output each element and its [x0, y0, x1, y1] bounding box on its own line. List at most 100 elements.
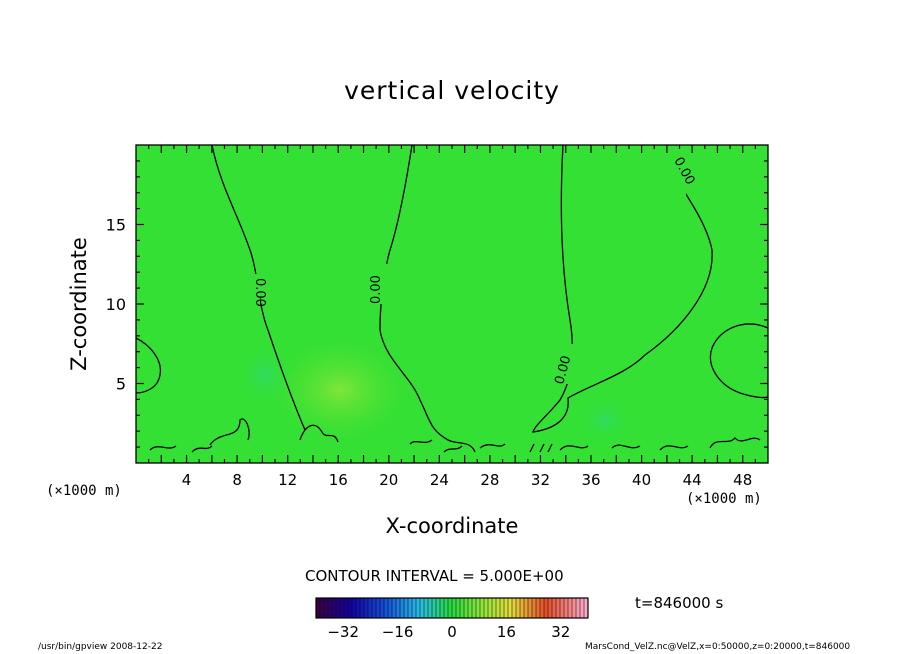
- contour-label-group: 0.00 0.00 0.00 0.00: [246, 155, 697, 386]
- colorbar-cell: [364, 598, 369, 618]
- x-tick-label: 24: [430, 471, 449, 489]
- contour-label: 0.00: [552, 354, 574, 386]
- cool-anomaly: [575, 395, 635, 445]
- colorbar-cell: [336, 598, 341, 618]
- colorbar-cell: [584, 598, 589, 618]
- x-tick-label: 20: [379, 471, 398, 489]
- colorbar-tick-label: −32: [327, 623, 359, 641]
- colorbar-tick-label: −16: [382, 623, 414, 641]
- colorbar-cell: [500, 598, 505, 618]
- warm-anomaly: [260, 330, 420, 450]
- colorbar-cell: [376, 598, 381, 618]
- colorbar-cell: [416, 598, 421, 618]
- colorbar-cell: [348, 598, 353, 618]
- colorbar-cell: [372, 598, 377, 618]
- colorbar-cell: [424, 598, 429, 618]
- colorbar-cell: [412, 598, 417, 618]
- colorbar-cell: [524, 598, 529, 618]
- colorbar-cell: [540, 598, 545, 618]
- colorbar-cell: [380, 598, 385, 618]
- colorbar-cell: [484, 598, 489, 618]
- y-tick-label: 10: [106, 295, 126, 314]
- x-tick-label: 48: [733, 471, 752, 489]
- colorbar-cell: [340, 598, 345, 618]
- colorbar-tick-label: 0: [447, 623, 457, 641]
- colorbar-cell: [576, 598, 581, 618]
- colorbar-cell: [556, 598, 561, 618]
- colorbar-cell: [408, 598, 413, 618]
- contour-label: 0.00: [369, 275, 384, 304]
- colorbar-cell: [460, 598, 465, 618]
- footer-left: /usr/bin/gpview 2008-12-22: [38, 642, 163, 652]
- colorbar-cell: [552, 598, 557, 618]
- colorbar-tick-label: 16: [497, 623, 516, 641]
- colorbar-tick-labels: −32 −16 0 16 32: [327, 623, 570, 641]
- colorbar-cell: [320, 598, 325, 618]
- x-axis-label-text: X-coordinate: [385, 514, 519, 538]
- colorbar-cell: [464, 598, 469, 618]
- x-unit-label-left: (×1000 m): [46, 483, 122, 499]
- colorbar-cell: [468, 598, 473, 618]
- colorbar-cell: [356, 598, 361, 618]
- x-tick-label: 40: [632, 471, 651, 489]
- colorbar-cell: [548, 598, 553, 618]
- colorbar-cell: [344, 598, 349, 618]
- contour-line: [709, 323, 769, 399]
- colorbar-cell: [496, 598, 501, 618]
- cool-anomaly: [235, 340, 295, 410]
- x-tick-label: 16: [329, 471, 348, 489]
- colorbar-cell: [404, 598, 409, 618]
- colorbar-cell: [532, 598, 537, 618]
- colorbar-cell: [580, 598, 585, 618]
- footer-right: MarsCond_VelZ.nc@VelZ,x=0:50000,z=0:2000…: [585, 642, 851, 652]
- contour-line: [135, 337, 162, 394]
- y-tick-label: 15: [106, 216, 126, 235]
- contour-label: 0.00: [252, 278, 267, 307]
- colorbar-cell: [316, 598, 321, 618]
- colorbar-cell: [448, 598, 453, 618]
- time-label: t=846000 s: [635, 594, 724, 612]
- colorbar-cell: [544, 598, 549, 618]
- x-tick-label: 36: [581, 471, 600, 489]
- colorbar-cell: [444, 598, 449, 618]
- colorbar-cell: [328, 598, 333, 618]
- colorbar-cell: [324, 598, 329, 618]
- colorbar-cell: [432, 598, 437, 618]
- colorbar-cell: [476, 598, 481, 618]
- contour-line: [149, 418, 761, 453]
- colorbar-cell: [508, 598, 513, 618]
- colorbar-cell: [428, 598, 433, 618]
- colorbar-cell: [396, 598, 401, 618]
- contour-lines: [135, 144, 769, 453]
- x-tick-label: 4: [182, 471, 192, 489]
- contour-line: [379, 144, 476, 453]
- colorbar-cell: [528, 598, 533, 618]
- colorbar-cell: [352, 598, 357, 618]
- x-unit-label-right: (×1000 m): [686, 491, 762, 507]
- x-tick-label: 8: [232, 471, 242, 489]
- axis-ticks: [136, 145, 768, 463]
- colorbar-cell: [516, 598, 521, 618]
- colorbar-cell: [512, 598, 517, 618]
- colorbar-tick-label: 32: [551, 623, 570, 641]
- colorbar-cell: [472, 598, 477, 618]
- colorbar-cell: [536, 598, 541, 618]
- x-tick-label: 28: [480, 471, 499, 489]
- x-tick-label: 44: [683, 471, 702, 489]
- x-tick-label: 12: [278, 471, 297, 489]
- colorbar-cell: [564, 598, 569, 618]
- contour-line: [532, 144, 713, 433]
- colorbar-cell: [400, 598, 405, 618]
- plot-field: [136, 145, 768, 463]
- y-tick-label: 5: [116, 375, 126, 394]
- x-tick-label: 32: [531, 471, 550, 489]
- contour-interval: CONTOUR INTERVAL = 5.000E+00: [305, 567, 564, 585]
- colorbar-cell: [560, 598, 565, 618]
- colorbar-cell: [488, 598, 493, 618]
- colorbar-cell: [388, 598, 393, 618]
- colorbar-cell: [504, 598, 509, 618]
- colorbar-cell: [456, 598, 461, 618]
- colorbar-cell: [392, 598, 397, 618]
